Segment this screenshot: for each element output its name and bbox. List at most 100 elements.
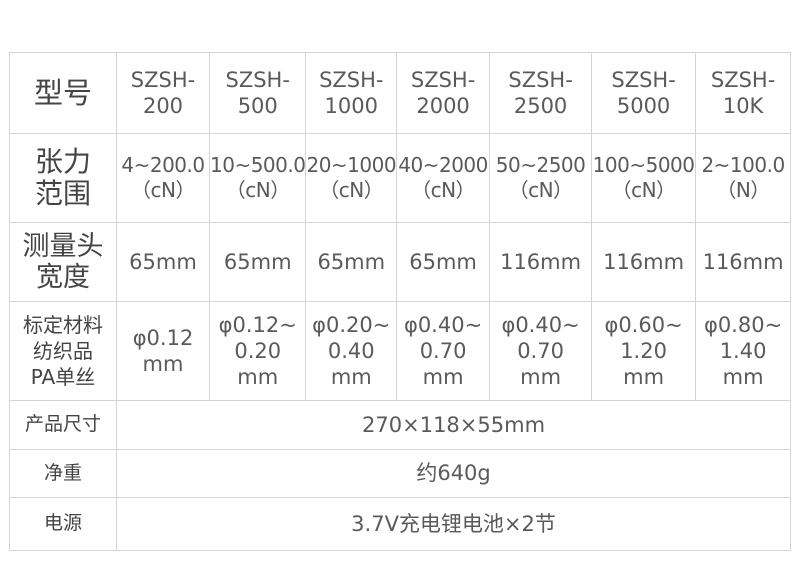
cell-line: mm — [142, 352, 184, 376]
cell-range: 40~2000 （cN） — [396, 133, 491, 223]
cell-line: SZSH- — [319, 67, 384, 92]
label-model: 型号 — [9, 52, 117, 134]
cell-line: mm — [422, 365, 464, 390]
label-line: 测量头 — [22, 230, 104, 262]
row-model: 型号 SZSH- 200 SZSH- 500 SZSH- 1000 SZSH- 2000 SZS… — [9, 52, 792, 134]
cell-line: SZSH- — [410, 67, 476, 92]
cell-line: 1.20 — [620, 338, 667, 363]
label-line: 纺织品 — [33, 339, 93, 363]
cell-range: 50~2500 （cN） — [489, 133, 593, 223]
cell-line: mm — [330, 365, 372, 390]
cell-line: 50~2500 — [495, 153, 586, 177]
cell-line: 20~1000 — [306, 153, 397, 177]
row-head-width: 测量头 宽度 65mm 65mm 65mm 65mm 116mm 116mm 116mm — [9, 222, 792, 302]
cell-model: SZSH- 2500 — [489, 52, 593, 134]
row-range: 张力 范围 4~200.0 （cN） 10~500.0 （cN） 20~1000 （cN） 4… — [9, 133, 792, 223]
cell-line: （N） — [716, 178, 770, 202]
label-weight: 净重 — [9, 449, 117, 498]
cell-line: SZSH- — [611, 67, 676, 92]
cell-range: 2~100.0 （N） — [695, 133, 792, 223]
cell-calibration: φ0.40~ 0.70 mm — [396, 301, 491, 401]
cell-line: 0.40 — [327, 338, 375, 363]
row-weight: 净重 约640g — [9, 449, 792, 498]
label-power: 电源 — [9, 497, 117, 551]
row-calibration: 标定材料 纺织品 PA单丝 φ0.12 mm φ0.12~ 0.20 mm φ0.20~ 0.4… — [9, 301, 792, 401]
cell-line: mm — [237, 365, 279, 390]
cell-line: （cN） — [131, 178, 195, 202]
cell-width: 116mm — [695, 222, 792, 302]
cell-line: mm — [722, 365, 764, 390]
cell-line: 5000 — [616, 94, 671, 118]
cell-line: mm — [520, 365, 562, 390]
cell-line: mm — [623, 365, 665, 390]
cell-line: 1.40 — [719, 338, 767, 363]
cell-calibration: φ0.80~ 1.40 mm — [695, 301, 792, 401]
cell-line: （cN） — [611, 178, 676, 202]
weight-value: 约640g — [115, 449, 792, 498]
cell-line: 4~200.0 — [121, 153, 205, 177]
cell-line: 1000 — [324, 94, 378, 118]
label-range: 张力 范围 — [9, 133, 117, 223]
label-line: 范围 — [34, 177, 91, 210]
label-line: 宽度 — [36, 262, 90, 293]
cell-line: 500 — [237, 94, 278, 118]
cell-width: 65mm — [305, 222, 398, 302]
cell-calibration: φ0.40~ 0.70 mm — [489, 301, 593, 401]
cell-line: 100~5000 — [592, 153, 695, 177]
cell-range: 20~1000 （cN） — [305, 133, 398, 223]
cell-line: φ0.12 — [132, 325, 194, 350]
cell-line: 0.20 — [234, 338, 282, 363]
cell-model: SZSH- 1000 — [305, 52, 398, 134]
cell-line: 2~100.0 — [701, 153, 785, 177]
cell-line: （cN） — [319, 178, 384, 202]
cell-line: （cN） — [508, 178, 573, 202]
cell-line: 0.70 — [517, 338, 564, 363]
size-value: 270×118×55mm — [115, 400, 792, 450]
cell-model: SZSH- 2000 — [396, 52, 491, 134]
label-line: PA单丝 — [30, 365, 96, 389]
cell-width: 65mm — [396, 222, 491, 302]
cell-width: 65mm — [116, 222, 210, 302]
power-value: 3.7V充电锂电池×2节 — [115, 497, 792, 551]
cell-line: φ0.12~ — [218, 312, 297, 337]
cell-line: （cN） — [225, 178, 290, 202]
cell-calibration: φ0.12 mm — [116, 301, 210, 401]
cell-model: SZSH- 500 — [208, 52, 307, 134]
cell-line: SZSH- — [225, 67, 290, 92]
label-calibration: 标定材料 纺织品 PA单丝 — [9, 301, 117, 401]
cell-line: φ0.20~ — [312, 312, 391, 337]
cell-line: 2500 — [513, 94, 568, 118]
cell-line: 40~2000 — [398, 153, 488, 177]
cell-calibration: φ0.60~ 1.20 mm — [591, 301, 697, 401]
label-head-width: 测量头 宽度 — [9, 222, 117, 302]
cell-line: 2000 — [416, 94, 470, 118]
row-size: 产品尺寸 270×118×55mm — [9, 400, 792, 450]
cell-line: φ0.40~ — [403, 312, 483, 337]
cell-width: 65mm — [208, 222, 307, 302]
cell-line: 10K — [722, 94, 764, 118]
cell-width: 116mm — [489, 222, 593, 302]
cell-line: φ0.80~ — [703, 312, 783, 337]
label-line: 张力 — [34, 144, 91, 178]
cell-model: SZSH- 5000 — [591, 52, 697, 134]
cell-model: SZSH- 10K — [695, 52, 792, 134]
cell-line: 0.70 — [419, 338, 467, 363]
cell-line: 10~500.0 — [210, 153, 306, 177]
cell-line: SZSH- — [130, 67, 196, 92]
row-power: 电源 3.7V充电锂电池×2节 — [9, 497, 792, 551]
cell-line: SZSH- — [710, 67, 776, 92]
cell-width: 116mm — [591, 222, 697, 302]
cell-line: φ0.60~ — [604, 312, 683, 337]
cell-range: 10~500.0 （cN） — [208, 133, 307, 223]
cell-line: φ0.40~ — [501, 312, 580, 337]
cell-range: 4~200.0 （cN） — [116, 133, 210, 223]
cell-line: SZSH- — [508, 67, 573, 92]
cell-model: SZSH- 200 — [116, 52, 210, 134]
label-line: 标定材料 — [23, 313, 103, 337]
spec-table: 型号 SZSH- 200 SZSH- 500 SZSH- 1000 SZSH- 2000 SZS… — [9, 52, 792, 551]
cell-calibration: φ0.20~ 0.40 mm — [305, 301, 398, 401]
cell-line: （cN） — [411, 178, 476, 202]
label-size: 产品尺寸 — [9, 400, 117, 450]
cell-calibration: φ0.12~ 0.20 mm — [208, 301, 307, 401]
cell-line: 200 — [142, 94, 184, 118]
